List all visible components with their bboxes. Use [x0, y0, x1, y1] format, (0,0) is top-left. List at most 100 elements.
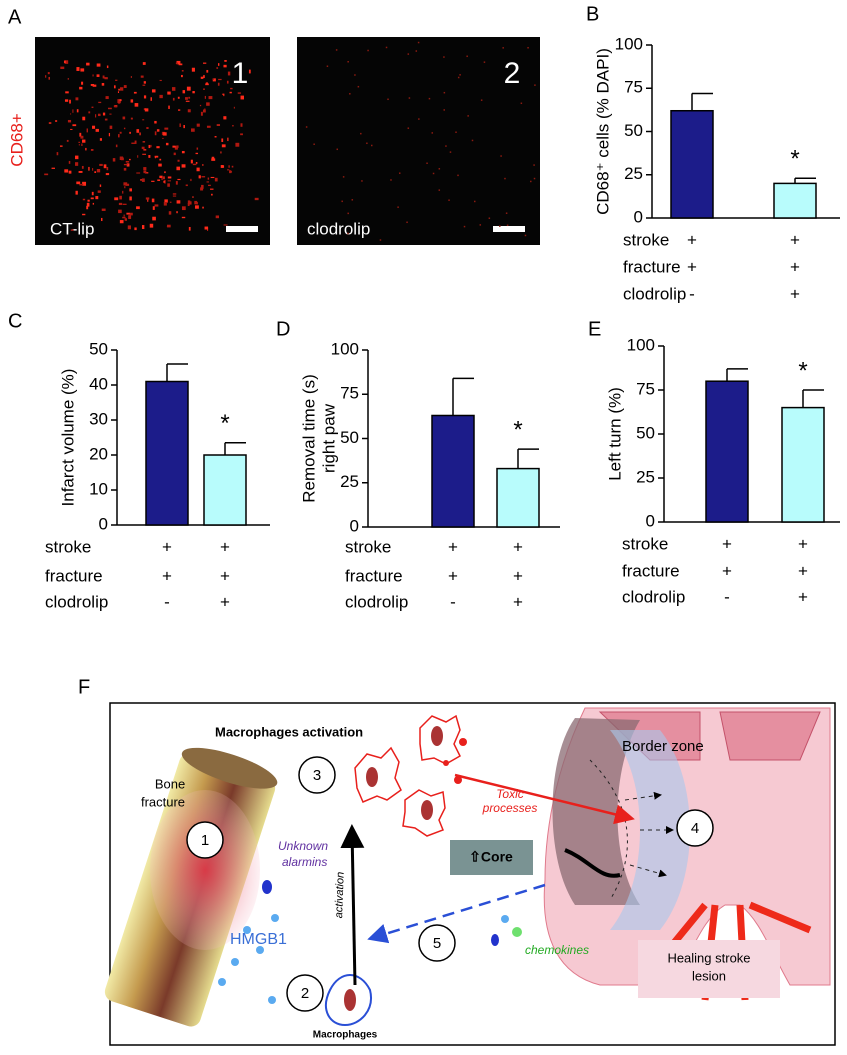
y-tick-label: 25: [636, 467, 655, 486]
speckle: [139, 132, 141, 136]
speckle: [185, 184, 188, 187]
y-tick-label: 40: [89, 374, 108, 393]
speckle: [200, 111, 203, 116]
speckle: [154, 120, 157, 124]
condition-label: fracture: [622, 561, 680, 580]
speckle: [90, 83, 95, 86]
speckle: [90, 148, 94, 151]
y-tick-label: 100: [615, 34, 643, 53]
speckle: [151, 89, 156, 93]
speckle: [159, 175, 163, 178]
speckle: [179, 123, 181, 128]
speckle: [192, 196, 194, 198]
speckle: [203, 88, 205, 91]
speckle: [169, 201, 172, 203]
speckle: [406, 221, 408, 224]
speckle: [164, 127, 169, 130]
speckle: [167, 176, 172, 179]
speckle: [210, 188, 214, 190]
speckle: [154, 131, 157, 136]
speckle: [142, 62, 146, 65]
speckle: [181, 150, 185, 154]
speckle: [212, 78, 214, 81]
speckle: [185, 97, 188, 100]
speckle: [215, 215, 220, 219]
speckle: [152, 216, 156, 221]
speckle: [86, 205, 89, 210]
speckle: [466, 55, 468, 58]
speckle: [159, 94, 163, 99]
speckle: [44, 173, 49, 176]
speckle: [361, 180, 363, 182]
panel-letter: C: [8, 310, 22, 332]
speckle: [86, 62, 90, 66]
condition-sign: +: [220, 592, 230, 611]
speckle: [205, 82, 209, 84]
speckle: [194, 200, 198, 203]
speckle: [99, 184, 102, 187]
speckle: [443, 109, 445, 111]
speckle: [143, 81, 146, 84]
speckle: [229, 170, 232, 174]
speckle: [75, 155, 79, 160]
speckle: [408, 97, 411, 99]
speckle: [171, 87, 176, 91]
speckle: [96, 74, 100, 77]
label: Macrophages: [313, 1030, 378, 1041]
speckle: [68, 170, 72, 174]
speckle: [129, 188, 132, 192]
condition-sign: +: [220, 566, 230, 585]
speckle: [87, 199, 90, 202]
speckle: [48, 122, 52, 124]
speckle: [108, 132, 111, 137]
speckle: [220, 165, 224, 168]
speckle: [76, 109, 79, 113]
speckle: [194, 205, 199, 209]
bar: [431, 414, 475, 528]
speckle: [142, 119, 145, 121]
speckle: [102, 75, 105, 79]
speckle: [159, 79, 162, 82]
y-tick-label: 25: [624, 164, 643, 183]
speckle: [223, 224, 228, 226]
speckle: [471, 139, 474, 142]
arrow: [454, 773, 635, 825]
condition-sign: +: [722, 534, 732, 553]
micrograph: [297, 37, 540, 245]
speckle: [203, 75, 205, 79]
speckle: [154, 155, 159, 158]
bone-end: [181, 747, 278, 789]
speckle: [60, 66, 65, 70]
speckle: [141, 225, 145, 230]
speckle: [387, 98, 389, 101]
speckle: [117, 91, 120, 93]
bar: [496, 467, 540, 528]
speckle: [148, 154, 151, 158]
bar: [670, 109, 714, 219]
speckle: [438, 189, 441, 191]
speckle: [305, 126, 308, 128]
speckle: [202, 62, 207, 64]
panel-letter: B: [586, 3, 599, 25]
speckle: [181, 164, 186, 168]
speckle: [59, 145, 63, 147]
condition-sign: +: [798, 587, 808, 606]
speckle: [367, 49, 369, 52]
speckle: [448, 199, 450, 201]
speckle: [202, 206, 204, 209]
speckle: [336, 148, 339, 151]
speckle: [459, 74, 461, 76]
speckle: [86, 202, 90, 207]
speckle: [533, 164, 535, 166]
speckle: [240, 95, 244, 100]
speckle: [97, 113, 101, 117]
alarmin: [262, 880, 272, 894]
speckle: [78, 170, 83, 173]
speckle: [187, 202, 190, 207]
y-tick-label: 100: [627, 335, 655, 354]
speckle: [99, 138, 102, 141]
speckle: [106, 166, 109, 171]
panel-letter: F: [78, 676, 90, 698]
y-tick-label: 0: [646, 511, 655, 530]
